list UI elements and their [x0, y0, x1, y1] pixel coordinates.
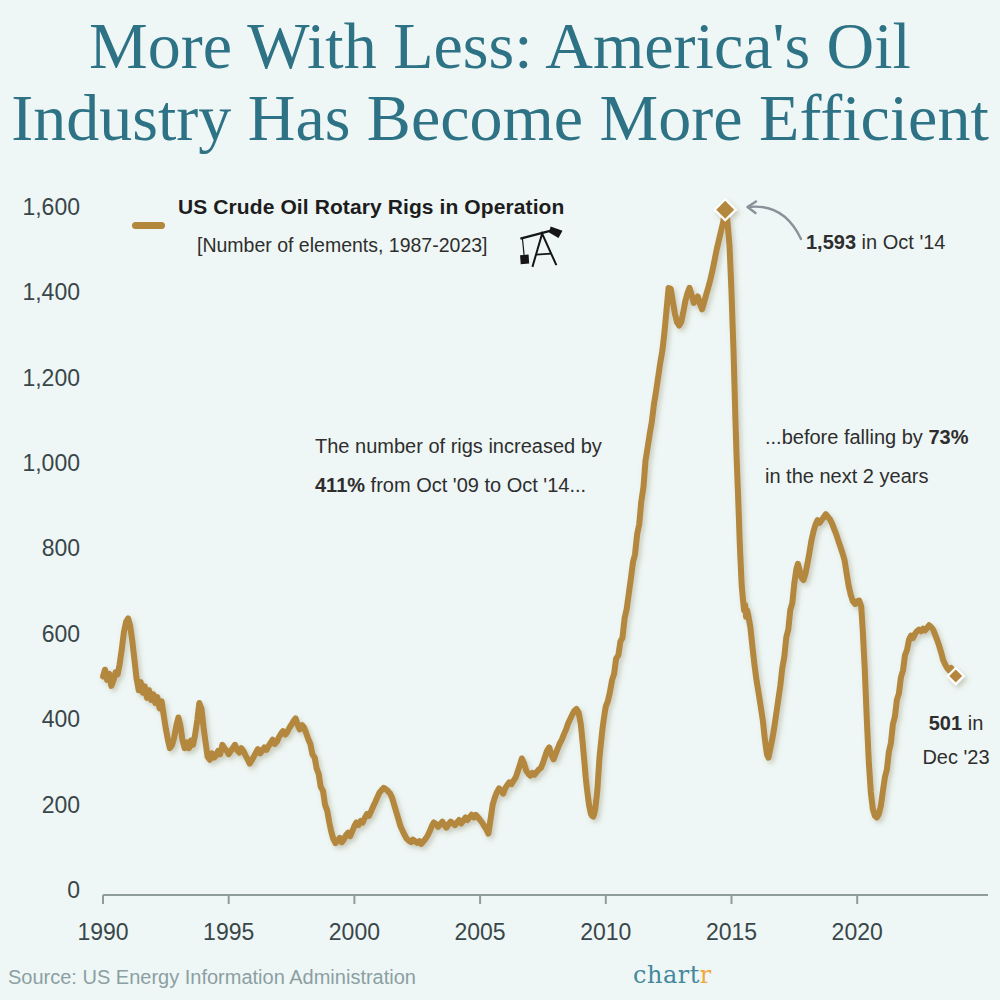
peak-value-rest: in Oct '14 [856, 231, 945, 253]
x-tick-label: 2015 [706, 919, 757, 945]
legend-sub-label: [Number of elements, 1987-2023] [197, 234, 488, 257]
chartr-logo-chart: chart [633, 961, 700, 989]
peak-value-label: 1,593 in Oct '14 [806, 231, 945, 254]
y-tick-label: 600 [42, 621, 80, 647]
y-tick-label: 200 [42, 792, 80, 818]
y-tick-label: 1,600 [22, 194, 80, 220]
series-layer [103, 199, 964, 844]
end-value: 501 [929, 712, 962, 734]
annotation-increase-bold: 411% [315, 474, 365, 496]
axis-labels: 1990 1995 2000 2005 2010 2015 2020 0 200 400 600 80… [22, 194, 882, 945]
annotation-fall-line1: ...before falling by [765, 426, 928, 448]
pumpjack-icon [517, 224, 572, 269]
chart-page: { "title": {"line1": "More With Less: Am… [0, 0, 1000, 1000]
x-tick-label: 2020 [832, 919, 883, 945]
peak-value: 1,593 [806, 231, 856, 253]
annotation-fall-line2: in the next 2 years [765, 465, 928, 487]
x-tick-label: 2005 [455, 919, 506, 945]
x-tick-label: 1995 [203, 919, 254, 945]
annotation-arrow-icon [748, 207, 801, 239]
annotation-increase: The number of rigs increased by 411% fro… [315, 427, 602, 505]
annotation-fall-bold: 73% [928, 426, 968, 448]
annotation-increase-line1: The number of rigs increased by [315, 435, 602, 457]
y-tick-label: 1,200 [22, 365, 80, 391]
data-marker-diamond [715, 199, 736, 220]
end-value-label: 501 in Dec '23 [903, 706, 1000, 774]
annotation-increase-line2: from Oct '09 to Oct '14... [365, 474, 586, 496]
x-tick-label: 2000 [329, 919, 380, 945]
legend-swatch [132, 222, 165, 229]
x-tick-label: 1990 [77, 919, 128, 945]
y-tick-label: 400 [42, 706, 80, 732]
source-caption: Source: US Energy Information Administra… [8, 966, 416, 989]
x-axis [103, 895, 988, 904]
chartr-logo: chartr [633, 961, 712, 989]
legend-series-label: US Crude Oil Rotary Rigs in Operation [178, 195, 564, 219]
y-tick-label: 800 [42, 535, 80, 561]
y-tick-label: 1,400 [22, 279, 80, 305]
rig-count-line [103, 210, 956, 844]
x-tick-label: 2010 [580, 919, 631, 945]
chartr-logo-r: r [700, 961, 712, 989]
y-tick-label: 1,000 [22, 450, 80, 476]
annotation-fall: ...before falling by 73% in the next 2 y… [765, 418, 968, 496]
y-tick-label: 0 [67, 877, 80, 903]
end-value-rest: in [962, 712, 983, 734]
end-value-date: Dec '23 [903, 740, 1000, 774]
